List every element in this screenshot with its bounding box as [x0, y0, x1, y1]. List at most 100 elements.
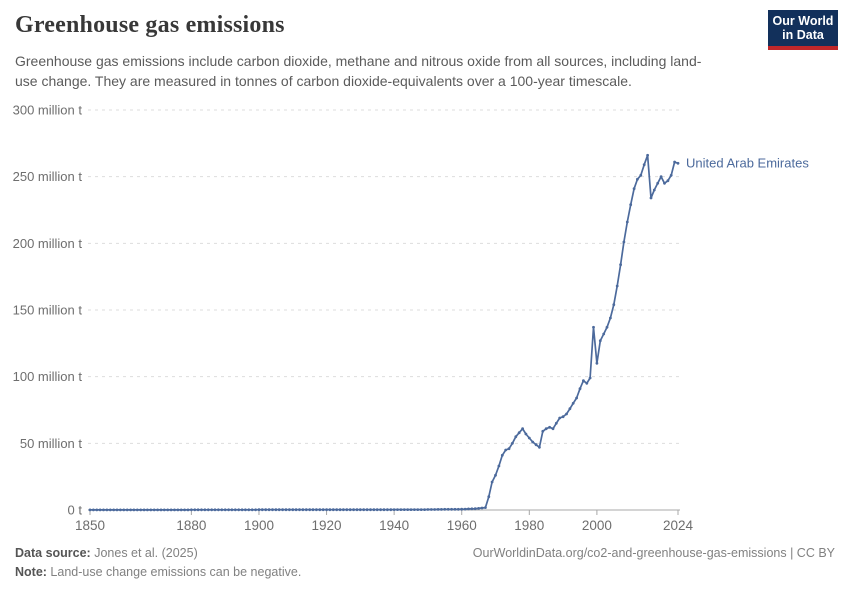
data-point[interactable]	[102, 508, 105, 512]
data-point[interactable]	[582, 379, 585, 383]
data-point[interactable]	[166, 508, 170, 512]
data-point[interactable]	[504, 448, 508, 452]
data-point[interactable]	[578, 387, 582, 391]
data-point[interactable]	[440, 508, 443, 511]
data-point[interactable]	[149, 508, 153, 512]
data-point[interactable]	[162, 508, 166, 512]
data-point[interactable]	[409, 508, 413, 511]
data-point[interactable]	[132, 508, 136, 512]
data-point[interactable]	[301, 508, 305, 512]
data-point[interactable]	[480, 506, 484, 510]
data-point[interactable]	[494, 473, 497, 477]
data-point[interactable]	[389, 508, 393, 512]
data-point[interactable]	[565, 412, 568, 416]
data-point[interactable]	[257, 508, 261, 512]
data-point[interactable]	[179, 508, 183, 512]
data-point[interactable]	[152, 508, 156, 512]
data-point[interactable]	[541, 429, 545, 433]
series-entity-label[interactable]: United Arab Emirates	[686, 155, 809, 170]
data-point[interactable]	[531, 440, 535, 444]
data-point[interactable]	[470, 507, 474, 511]
data-point[interactable]	[429, 508, 433, 511]
data-point[interactable]	[460, 507, 464, 511]
data-point[interactable]	[467, 507, 470, 511]
data-point[interactable]	[646, 153, 649, 157]
data-point[interactable]	[416, 508, 420, 511]
data-point[interactable]	[193, 508, 197, 512]
data-point[interactable]	[538, 445, 541, 449]
data-point[interactable]	[335, 508, 339, 512]
data-point[interactable]	[588, 376, 592, 380]
data-point[interactable]	[284, 508, 288, 512]
data-point[interactable]	[230, 508, 234, 512]
data-point[interactable]	[125, 508, 129, 512]
data-point[interactable]	[159, 508, 163, 512]
data-point[interactable]	[169, 508, 173, 512]
data-point[interactable]	[233, 508, 237, 512]
data-point[interactable]	[88, 508, 92, 512]
data-point[interactable]	[294, 508, 298, 512]
data-point[interactable]	[311, 508, 315, 512]
data-point[interactable]	[348, 508, 352, 512]
data-point[interactable]	[602, 332, 606, 336]
data-point[interactable]	[105, 508, 109, 512]
data-point[interactable]	[426, 508, 430, 511]
data-point[interactable]	[625, 220, 629, 224]
data-point[interactable]	[524, 432, 528, 436]
data-point[interactable]	[396, 508, 399, 511]
data-point[interactable]	[264, 508, 268, 512]
data-point[interactable]	[369, 508, 372, 512]
data-point[interactable]	[355, 508, 359, 512]
data-point[interactable]	[490, 480, 494, 484]
data-point[interactable]	[227, 508, 231, 512]
data-point[interactable]	[358, 508, 362, 512]
data-point[interactable]	[521, 427, 524, 431]
data-point[interactable]	[210, 508, 214, 512]
data-point[interactable]	[304, 508, 308, 512]
data-point[interactable]	[649, 196, 653, 200]
data-point[interactable]	[636, 177, 639, 181]
data-point[interactable]	[139, 508, 143, 512]
data-point[interactable]	[244, 508, 247, 512]
data-point[interactable]	[176, 508, 180, 512]
data-point[interactable]	[142, 508, 146, 512]
data-point[interactable]	[190, 508, 193, 512]
data-line[interactable]	[90, 154, 679, 511]
data-point[interactable]	[254, 508, 257, 512]
data-point[interactable]	[321, 508, 325, 512]
data-point[interactable]	[652, 188, 656, 192]
data-point[interactable]	[267, 508, 271, 512]
data-point[interactable]	[450, 507, 453, 511]
data-point[interactable]	[622, 240, 626, 244]
data-point[interactable]	[507, 447, 511, 451]
data-point[interactable]	[220, 508, 224, 512]
data-point[interactable]	[237, 508, 241, 512]
data-point[interactable]	[217, 508, 220, 512]
data-point[interactable]	[615, 284, 619, 288]
data-point[interactable]	[534, 443, 538, 447]
data-point[interactable]	[659, 175, 663, 179]
data-point[interactable]	[511, 441, 514, 445]
data-point[interactable]	[595, 361, 599, 365]
data-point[interactable]	[240, 508, 244, 512]
data-point[interactable]	[676, 161, 680, 165]
data-point[interactable]	[605, 325, 609, 329]
data-point[interactable]	[271, 508, 274, 512]
data-point[interactable]	[379, 508, 382, 512]
data-point[interactable]	[247, 508, 251, 512]
data-point[interactable]	[342, 508, 345, 512]
data-point[interactable]	[443, 507, 447, 511]
data-point[interactable]	[402, 508, 406, 511]
data-point[interactable]	[129, 508, 133, 512]
data-point[interactable]	[592, 325, 595, 329]
data-point[interactable]	[632, 187, 636, 191]
data-point[interactable]	[331, 508, 335, 512]
data-point[interactable]	[345, 508, 349, 512]
data-point[interactable]	[598, 339, 602, 343]
data-point[interactable]	[203, 508, 207, 512]
data-point[interactable]	[551, 427, 555, 431]
data-point[interactable]	[338, 508, 342, 512]
data-point[interactable]	[213, 508, 217, 512]
data-point[interactable]	[575, 396, 578, 400]
data-point[interactable]	[673, 160, 676, 164]
